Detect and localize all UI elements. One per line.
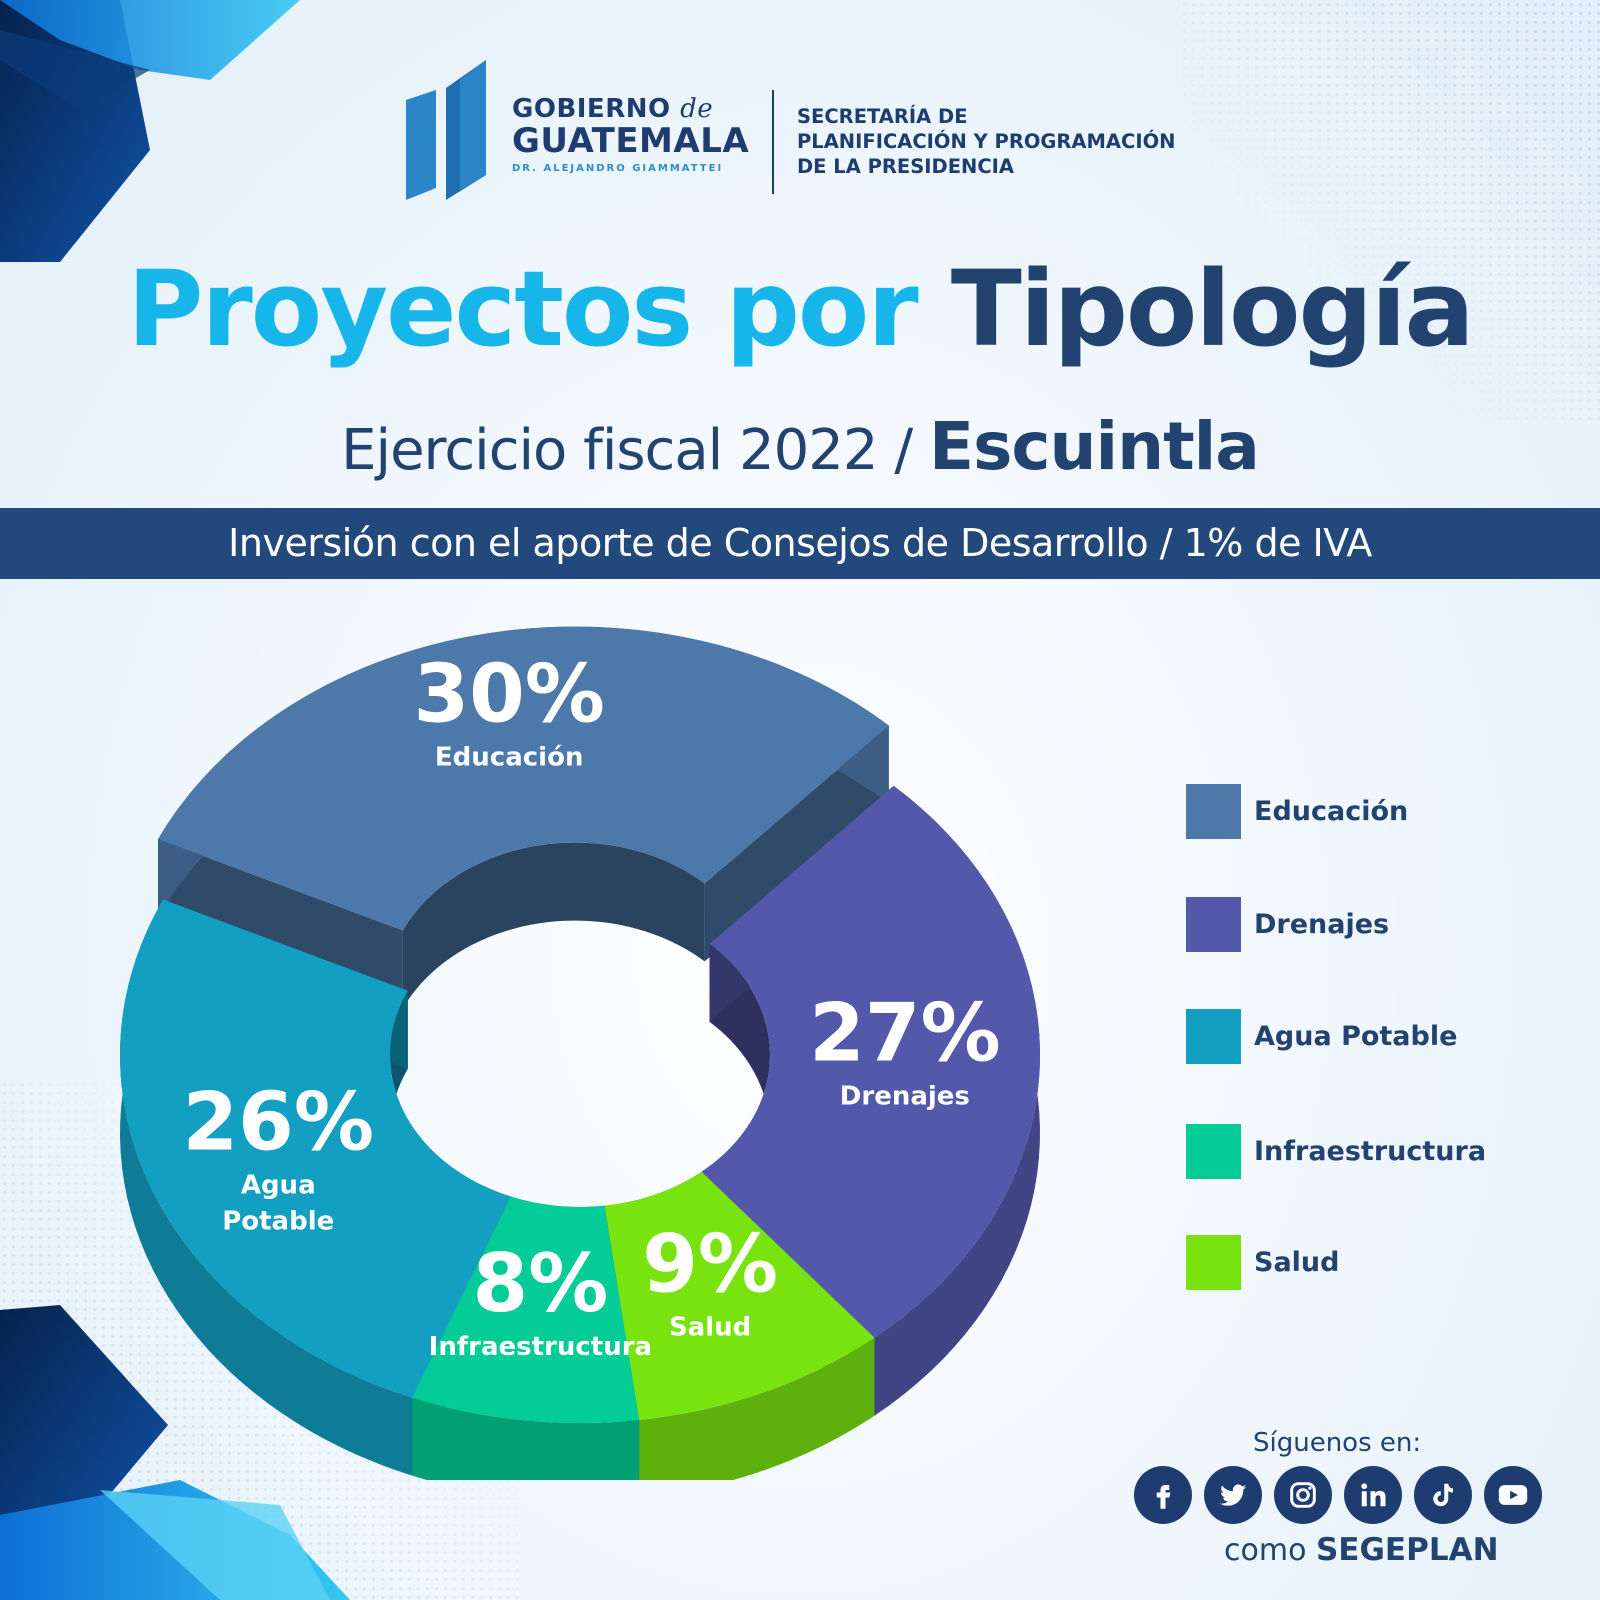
legend-item: Infraestructura: [1186, 1124, 1486, 1179]
segeplan-handle: SEGEPLAN: [1315, 1532, 1499, 1568]
segment-percent-label: 27%: [809, 986, 1000, 1079]
gov-line3: DR. ALEJANDRO GIAMMATTEI: [512, 163, 724, 174]
secretaria-name: SECRETARÍA DE PLANIFICACIÓN Y PROGRAMACI…: [797, 104, 1175, 179]
government-name: GOBIERNO de GUATEMALA DR. ALEJANDRO GIAM…: [512, 96, 749, 174]
legend-label: Infraestructura: [1254, 1136, 1487, 1167]
segment-category-label: Agua: [241, 1171, 316, 1201]
secretaria-line2: PLANIFICACIÓN Y PROGRAMACIÓN: [797, 130, 1176, 153]
gov-line1: GOBIERNO: [512, 94, 671, 124]
corner-shape-mid-tl: [0, 30, 150, 110]
gov-de: de: [680, 94, 714, 124]
secretaria-line1: SECRETARÍA DE: [797, 105, 968, 128]
segment-category-label: Educación: [435, 743, 584, 773]
linkedin-icon[interactable]: [1344, 1466, 1402, 1524]
corner-shape-light-tl: [0, 0, 300, 80]
donut-chart: 30%Educación 27%Drenajes 9%Salud 8%Infraest…: [120, 626, 1040, 1480]
corner-shape-accent-bl: [100, 1490, 330, 1600]
segment-outer-wall: [639, 1337, 875, 1480]
follow-us-text: Síguenos en:: [1253, 1428, 1422, 1458]
government-logo-icon: [406, 60, 486, 200]
info-band: Inversión con el aporte de Consejos de D…: [0, 508, 1600, 579]
legend-label: Agua Potable: [1254, 1021, 1458, 1052]
dot-pattern-top-right: [1180, 0, 1600, 420]
legend-item: Educación: [1186, 784, 1408, 839]
subtitle-part2: Escuintla: [929, 408, 1260, 485]
segment-inner-wall: [402, 842, 705, 1009]
facebook-icon[interactable]: [1134, 1466, 1192, 1524]
youtube-icon[interactable]: [1484, 1466, 1542, 1524]
segment-category-label: Potable: [222, 1207, 334, 1237]
page-title: Proyectos por Tipología: [0, 248, 1600, 370]
legend-swatch: [1186, 897, 1241, 952]
twitter-icon[interactable]: [1204, 1466, 1262, 1524]
segment-agua-potable: [120, 899, 511, 1398]
segment-outer-wall: [412, 1397, 640, 1480]
legend-item: Salud: [1186, 1235, 1339, 1290]
legend-swatch: [1186, 1235, 1241, 1290]
header-divider: [772, 90, 774, 194]
segment-infraestructura: [412, 1196, 640, 1423]
segment-drenajes: [701, 785, 1040, 1338]
como-text: como: [1224, 1533, 1307, 1568]
legend-label: Drenajes: [1254, 909, 1390, 940]
legend-label: Educación: [1254, 796, 1409, 827]
segment-percent-label: 30%: [413, 648, 604, 741]
legend-item: Agua Potable: [1186, 1009, 1457, 1064]
secretaria-line3: DE LA PRESIDENCIA: [797, 155, 1015, 178]
page-subtitle: Ejercicio fiscal 2022 / Escuintla: [0, 408, 1600, 485]
segment-percent-label: 8%: [472, 1237, 608, 1330]
segment-category-label: Salud: [669, 1312, 751, 1342]
corner-shape-dark-bl: [0, 1305, 168, 1545]
legend-label: Salud: [1254, 1247, 1340, 1278]
segment-category-label: Infraestructura: [429, 1332, 652, 1362]
tiktok-icon[interactable]: [1414, 1466, 1472, 1524]
donut-segments: [120, 626, 1040, 1480]
gov-line2: GUATEMALA: [512, 121, 750, 161]
segment-end-face: [704, 725, 889, 962]
segment-educación: [158, 626, 889, 931]
segment-category-label: Drenajes: [840, 1081, 970, 1111]
social-icons: [1134, 1466, 1542, 1524]
instagram-icon[interactable]: [1274, 1466, 1332, 1524]
subtitle-part1: Ejercicio fiscal 2022 /: [341, 418, 913, 483]
legend-swatch: [1186, 1124, 1241, 1179]
title-part1: Proyectos por: [127, 248, 918, 370]
segment-outer-wall: [120, 899, 413, 1476]
segment-end-face: [158, 839, 403, 1009]
segment-percent-label: 9%: [642, 1217, 778, 1310]
title-part2: Tipología: [950, 248, 1475, 370]
legend-swatch: [1186, 1009, 1241, 1064]
segment-percent-label: 26%: [182, 1076, 373, 1169]
segment-salud: [604, 1171, 875, 1420]
legend-swatch: [1186, 784, 1241, 839]
handle-line: como SEGEPLAN: [1224, 1532, 1499, 1568]
legend-item: Drenajes: [1186, 897, 1389, 952]
